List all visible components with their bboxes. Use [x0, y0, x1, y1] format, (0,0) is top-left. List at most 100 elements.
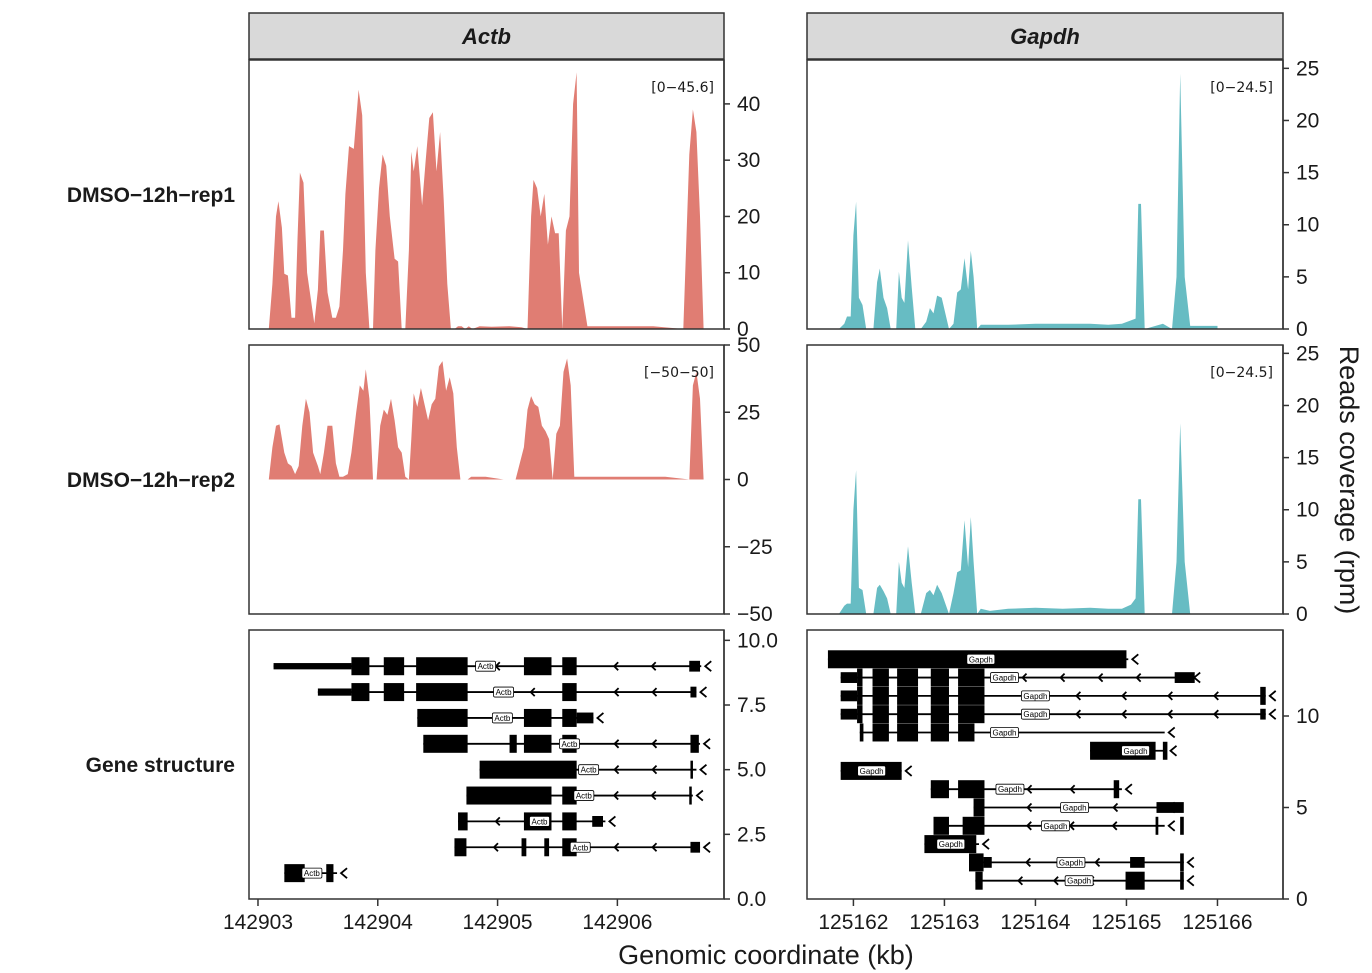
- strand-arrow-icon: [651, 765, 658, 775]
- exon: [1125, 871, 1145, 890]
- strand-arrow-icon: [612, 790, 619, 801]
- strand-arrow-icon: [1112, 802, 1119, 813]
- coverage-y-tick-label: 0: [1296, 318, 1308, 341]
- strand-arrow-icon: [612, 661, 619, 671]
- row-label-gene-structure: Gene structure: [86, 754, 235, 777]
- panel-actb-gene-structure: Actb Actb Actb Actb Actb Actb Actb Actb Actb 0.0 2…: [248, 629, 778, 911]
- exon: [930, 686, 949, 705]
- transcript-gapdh-4: Gapdh: [840, 705, 1277, 724]
- strand-arrow-icon: [1167, 709, 1173, 719]
- y-axis-title: Reads coverage (rpm): [1334, 346, 1364, 615]
- gene-label: Gapdh: [1059, 858, 1083, 867]
- exon: [454, 838, 467, 857]
- transcript-actb-9: Actb: [284, 864, 348, 883]
- row-label-rep2: DMSO−12h−rep2: [67, 469, 235, 492]
- transcript-gapdh-11: Gapdh: [924, 835, 990, 854]
- gene-y-tick-label: 0: [1296, 888, 1308, 911]
- transcript-actb-5: Actb: [479, 760, 708, 779]
- range-label: [−50−50]: [644, 365, 714, 381]
- exon: [897, 686, 919, 705]
- transcript-gapdh-12: Gapdh: [969, 853, 1195, 872]
- exon: [983, 857, 992, 868]
- x-axis-title: Genomic coordinate (kb): [618, 940, 914, 970]
- exon: [544, 838, 550, 857]
- exon: [930, 723, 949, 742]
- gene-label: Actb: [532, 817, 549, 826]
- strand-arrow-icon: [1025, 857, 1031, 868]
- exon: [1155, 816, 1159, 835]
- strand-arrow-icon: [650, 790, 657, 801]
- strand-end-arrow-icon: [1167, 801, 1176, 814]
- panel-actb-rep2: [−50−50] −50 −25 0 25 50: [248, 334, 773, 626]
- coverage-y-tick-label: 15: [1296, 447, 1319, 470]
- panel-gapdh-rep2: [0−24.5] 0 5 10 15 20 25: [806, 342, 1319, 626]
- strand-end-arrow-icon: [1167, 820, 1176, 832]
- exon: [958, 705, 985, 724]
- coverage-y-tick-label: 25: [1296, 57, 1319, 80]
- exon: [969, 853, 984, 872]
- exon: [690, 734, 699, 753]
- gene-label: Gapdh: [1023, 710, 1047, 719]
- strand-arrow-icon: [613, 842, 620, 852]
- gene-y-tick-label: 2.5: [737, 823, 766, 846]
- coverage-y-tick-label: 10: [1296, 499, 1319, 522]
- exon: [973, 798, 985, 817]
- gene-label-box: [493, 686, 514, 698]
- strand-end-arrow-icon: [1268, 708, 1277, 720]
- gene-label-box: [569, 841, 591, 853]
- range-label: [0−24.5]: [1210, 365, 1273, 381]
- strand-arrow-icon: [1121, 691, 1127, 701]
- x-tick-label: 125162: [818, 911, 888, 934]
- coverage-y-tick-label: 20: [1296, 394, 1319, 417]
- coverage-y-tick-label: 10: [737, 262, 760, 285]
- strand-arrow-icon: [1069, 784, 1076, 794]
- gene-label-box: [966, 653, 996, 665]
- exon: [351, 657, 370, 676]
- exon: [958, 780, 985, 799]
- row-label-rep1: DMSO−12h−rep1: [67, 184, 235, 207]
- transcript-actb-3: Actb: [417, 708, 604, 727]
- coverage-area-actb-rep1: [268, 72, 704, 330]
- x-tick-label: 125163: [909, 911, 979, 934]
- exon: [857, 705, 863, 724]
- gene-label-box: [1041, 820, 1070, 832]
- coverage-y-tick-label: −25: [737, 536, 773, 559]
- strand-arrow-icon: [1167, 691, 1173, 701]
- strand-end-arrow-icon: [1186, 875, 1195, 887]
- transcript-gapdh-3: Gapdh: [840, 686, 1277, 705]
- gene-label: Gapdh: [860, 767, 884, 776]
- strand-end-arrow-icon: [1167, 726, 1176, 739]
- range-label: [0−24.5]: [1210, 80, 1273, 96]
- exon: [975, 871, 983, 890]
- strand-arrow-icon: [1135, 672, 1142, 683]
- coverage-y-tick-label: 40: [737, 93, 760, 116]
- gene-label-box: [1064, 875, 1094, 887]
- exon: [872, 686, 889, 705]
- exon: [423, 734, 468, 753]
- exon: [930, 668, 949, 687]
- exon: [479, 760, 577, 779]
- exon: [562, 683, 577, 702]
- exon: [523, 734, 552, 753]
- strand-arrow-icon: [650, 661, 657, 671]
- panel-background: [807, 60, 1283, 329]
- x-axis-actb: 142903 142904 142905 142906: [223, 899, 652, 934]
- exon: [1113, 780, 1120, 799]
- exon: [458, 812, 468, 831]
- coverage-area-gapdh-rep1: [838, 73, 1218, 329]
- gene-label: Gapdh: [1124, 747, 1148, 756]
- transcript-actb-8: Actb: [454, 838, 711, 857]
- exon: [562, 708, 577, 727]
- strand-end-arrow-icon: [1186, 856, 1195, 869]
- strand-arrow-icon: [651, 739, 658, 749]
- strand-arrow-icon: [1213, 691, 1219, 701]
- gene-label: Gapdh: [969, 655, 993, 664]
- x-tick-label: 142904: [343, 911, 413, 934]
- gene-label: Actb: [304, 869, 321, 878]
- strand-arrow-icon: [1059, 672, 1066, 683]
- gene-label-box: [529, 816, 550, 827]
- exon: [351, 683, 370, 702]
- exon: [689, 660, 701, 672]
- x-tick-label: 125165: [1091, 911, 1161, 934]
- exon: [690, 760, 693, 779]
